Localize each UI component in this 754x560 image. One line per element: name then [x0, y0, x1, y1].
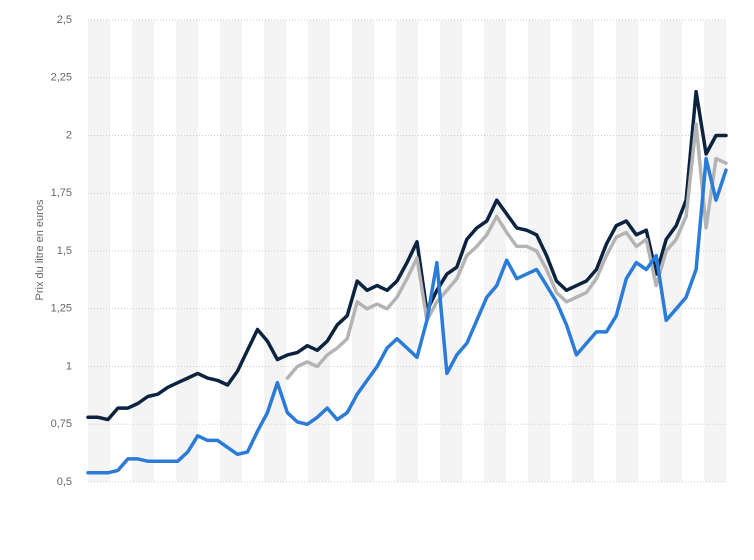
- y-tick-label: 2: [66, 129, 72, 141]
- band: [352, 20, 374, 482]
- y-tick-label: 1,25: [51, 303, 72, 315]
- y-tick-label: 0,5: [57, 476, 72, 488]
- series-line: [86, 89, 728, 422]
- y-tick-label: 2,5: [57, 14, 72, 26]
- series-line: [86, 156, 728, 475]
- y-tick-label: 1,5: [57, 245, 72, 257]
- series-line: [285, 122, 728, 380]
- y-tick-label: 0,75: [51, 418, 72, 430]
- band: [484, 20, 506, 482]
- y-tick-label: 1,75: [51, 187, 72, 199]
- y-tick-label: 2,25: [51, 72, 72, 84]
- band: [88, 20, 110, 482]
- y-axis-label: Prix du litre en euros: [34, 199, 46, 300]
- y-tick-label: 1: [66, 360, 72, 372]
- band: [616, 20, 638, 482]
- band: [220, 20, 242, 482]
